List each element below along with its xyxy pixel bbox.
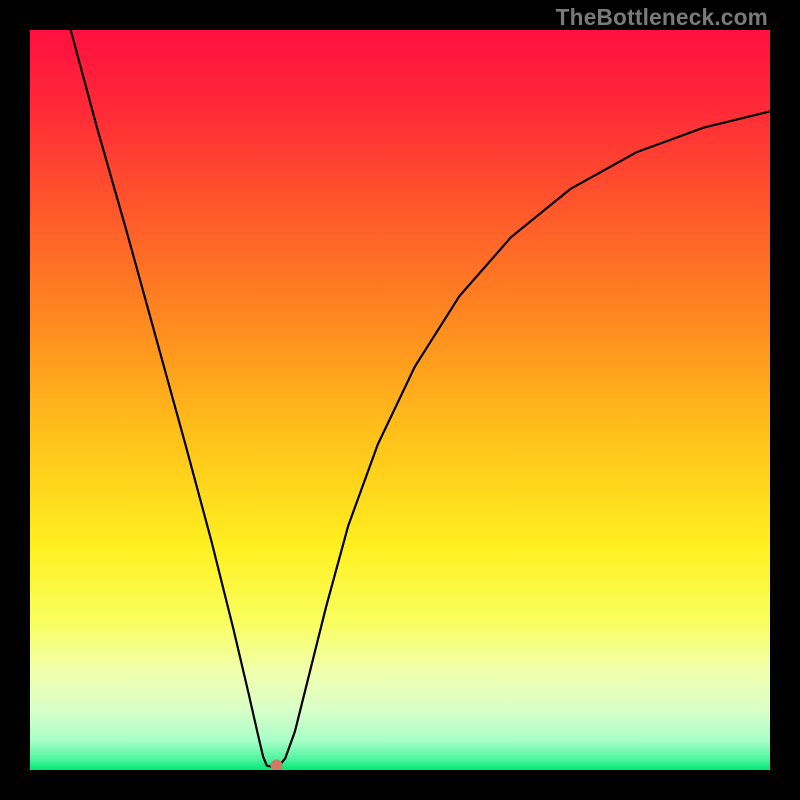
curve-layer: [30, 30, 770, 770]
bottleneck-curve: [71, 30, 770, 767]
plot-area: [30, 30, 770, 770]
minimum-marker: [270, 760, 282, 770]
watermark-text: TheBottleneck.com: [556, 4, 768, 31]
chart-container: { "watermark": { "text": "TheBottleneck.…: [0, 0, 800, 800]
